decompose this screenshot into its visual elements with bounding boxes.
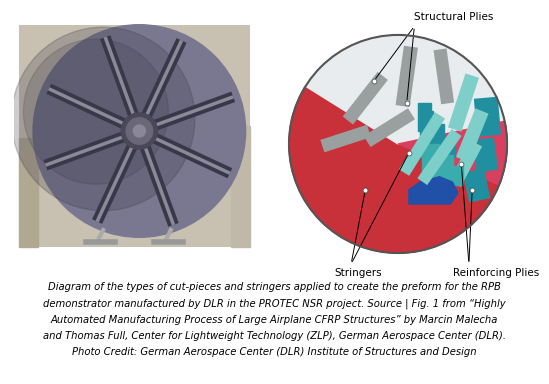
- Polygon shape: [472, 137, 498, 173]
- Circle shape: [33, 25, 245, 237]
- Polygon shape: [417, 129, 462, 185]
- Text: Diagram of the types of cut-pieces and stringers applied to create the preform f: Diagram of the types of cut-pieces and s…: [43, 282, 506, 357]
- Text: Stringers: Stringers: [335, 268, 383, 278]
- Polygon shape: [420, 111, 455, 157]
- Text: Reinforcing Plies: Reinforcing Plies: [452, 268, 539, 278]
- Circle shape: [133, 125, 145, 137]
- Polygon shape: [363, 108, 415, 147]
- Polygon shape: [231, 126, 250, 247]
- Polygon shape: [463, 168, 490, 203]
- Polygon shape: [449, 140, 482, 187]
- Polygon shape: [448, 73, 479, 132]
- Circle shape: [289, 35, 507, 253]
- FancyBboxPatch shape: [19, 25, 250, 247]
- Polygon shape: [474, 97, 501, 137]
- Circle shape: [121, 113, 158, 149]
- Polygon shape: [396, 46, 418, 107]
- Polygon shape: [343, 72, 388, 124]
- Polygon shape: [320, 125, 371, 152]
- Circle shape: [24, 39, 169, 184]
- Text: Structural Plies: Structural Plies: [414, 12, 494, 22]
- Polygon shape: [456, 108, 489, 162]
- Polygon shape: [399, 112, 445, 176]
- Circle shape: [12, 27, 195, 211]
- Wedge shape: [306, 35, 506, 144]
- Polygon shape: [422, 144, 463, 185]
- Polygon shape: [434, 48, 454, 104]
- Polygon shape: [19, 138, 38, 247]
- Wedge shape: [398, 121, 507, 185]
- Polygon shape: [409, 177, 458, 204]
- Polygon shape: [418, 103, 439, 131]
- Wedge shape: [289, 86, 507, 253]
- Circle shape: [126, 118, 153, 144]
